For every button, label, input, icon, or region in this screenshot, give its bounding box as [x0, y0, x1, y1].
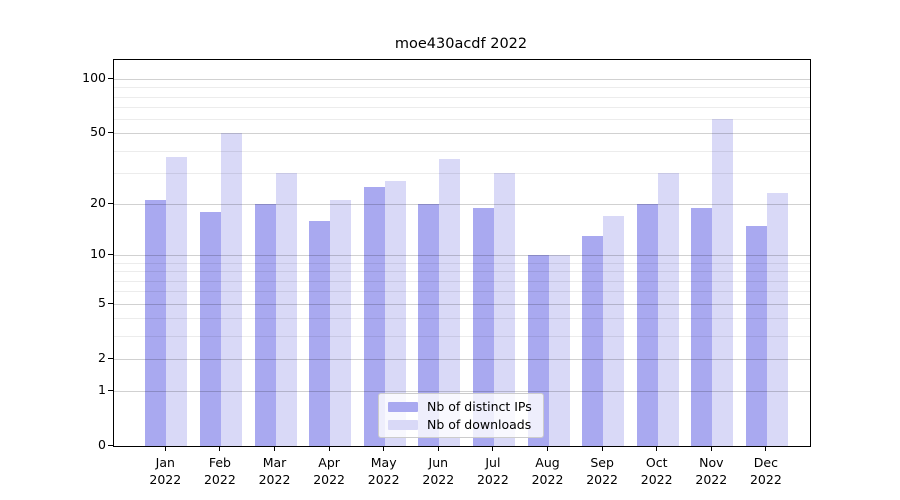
x-tick-label-jan: Jan 2022 — [149, 455, 182, 487]
x-tick-label-sep: Sep 2022 — [586, 455, 618, 487]
gridline-80 — [114, 96, 810, 98]
gridline-20 — [114, 203, 810, 205]
bar-ips-nov — [691, 207, 713, 446]
bar-downloads-nov — [712, 119, 734, 446]
bar-downloads-apr — [330, 200, 352, 446]
bar-downloads-may — [384, 181, 406, 446]
gridline-60 — [114, 119, 810, 121]
x-tick-mark — [383, 446, 385, 451]
legend-swatch-icon — [388, 419, 418, 430]
gridline-100 — [114, 79, 810, 80]
gridline-8 — [114, 271, 810, 273]
gridline-6 — [114, 291, 810, 293]
bar-downloads-aug — [548, 255, 570, 446]
y-tick-label-20: 20 — [90, 194, 106, 210]
x-tick-mark — [492, 446, 494, 451]
gridline-40 — [114, 150, 810, 152]
x-tick-mark — [765, 446, 767, 451]
x-tick-label-may: May 2022 — [367, 455, 400, 487]
bar-ips-jul — [472, 207, 494, 446]
x-tick-label-jun: Jun 2022 — [422, 455, 455, 487]
bar-ips-mar — [254, 203, 276, 446]
x-tick-mark — [656, 446, 658, 451]
bar-ips-may — [363, 186, 385, 446]
x-tick-mark — [219, 446, 221, 451]
x-tick-label-jul: Jul 2022 — [476, 455, 509, 487]
bar-downloads-sep — [603, 216, 625, 446]
gridline-70 — [114, 107, 810, 108]
bar-downloads-feb — [220, 133, 242, 446]
gridline-3 — [114, 335, 810, 337]
gridline-50 — [114, 133, 810, 135]
gridline-4 — [114, 318, 810, 319]
y-tick-label-2: 2 — [98, 349, 106, 365]
chart-title: moe430acdf 2022 — [394, 36, 528, 52]
x-tick-label-nov: Nov 2022 — [695, 455, 728, 487]
bar-ips-apr — [309, 220, 331, 446]
legend-swatch-icon — [388, 401, 418, 412]
gridline-1 — [114, 390, 810, 392]
bar-downloads-dec — [766, 193, 788, 446]
x-tick-label-mar: Mar 2022 — [258, 455, 291, 487]
x-tick-mark — [328, 446, 330, 451]
bar-ips-oct — [636, 203, 658, 446]
legend-label: Nb of distinct IPs — [427, 399, 532, 414]
gridline-9 — [114, 262, 810, 264]
y-tick-mark — [108, 389, 113, 392]
y-tick-mark — [108, 254, 113, 256]
bar-ips-sep — [582, 236, 604, 446]
y-tick-label-50: 50 — [90, 124, 106, 140]
bar-downloads-mar — [275, 172, 297, 446]
y-tick-label-10: 10 — [90, 246, 106, 262]
x-tick-label-oct: Oct 2022 — [640, 455, 673, 487]
x-tick-mark — [710, 446, 712, 451]
legend-row: Nb of downloads — [388, 417, 534, 432]
bar-ips-feb — [199, 211, 221, 446]
y-tick-label-100: 100 — [82, 70, 106, 85]
bar-downloads-jun — [439, 158, 461, 446]
legend-label: Nb of downloads — [427, 417, 532, 432]
x-tick-label-aug: Aug 2022 — [531, 455, 564, 487]
y-tick-mark — [108, 302, 113, 304]
gridline-2 — [114, 358, 810, 360]
bar-downloads-jul — [493, 172, 515, 446]
y-tick-label-5: 5 — [98, 294, 106, 310]
bar-downloads-jan — [166, 156, 188, 446]
bar-ips-jun — [418, 203, 440, 446]
legend-row: Nb of distinct IPs — [388, 399, 534, 414]
x-tick-label-apr: Apr 2022 — [313, 455, 345, 487]
x-tick-label-dec: Dec 2022 — [749, 455, 782, 487]
plot-area: Nb of distinct IPs Nb of downloads — [113, 59, 811, 447]
x-tick-mark — [437, 446, 439, 451]
y-tick-mark — [108, 132, 113, 134]
y-tick-label-0: 0 — [98, 437, 106, 452]
gridline-5 — [114, 303, 810, 305]
y-tick-mark — [108, 202, 113, 205]
bar-downloads-oct — [657, 172, 679, 446]
x-tick-mark — [273, 446, 276, 451]
gridline-10 — [114, 255, 810, 257]
y-tick-mark — [108, 357, 113, 359]
x-tick-mark — [164, 446, 166, 451]
x-tick-label-feb: Feb 2022 — [203, 455, 236, 487]
x-tick-mark — [546, 446, 549, 451]
y-tick-mark — [108, 78, 113, 80]
gridline-30 — [114, 172, 810, 174]
bar-ips-dec — [745, 225, 767, 446]
y-tick-label-1: 1 — [98, 381, 106, 397]
gridline-90 — [114, 87, 810, 89]
y-tick-mark — [108, 445, 113, 447]
gridline-7 — [114, 280, 810, 282]
x-tick-mark — [601, 446, 603, 451]
bar-ips-jan — [145, 200, 167, 446]
legend: Nb of distinct IPs Nb of downloads — [378, 393, 544, 438]
